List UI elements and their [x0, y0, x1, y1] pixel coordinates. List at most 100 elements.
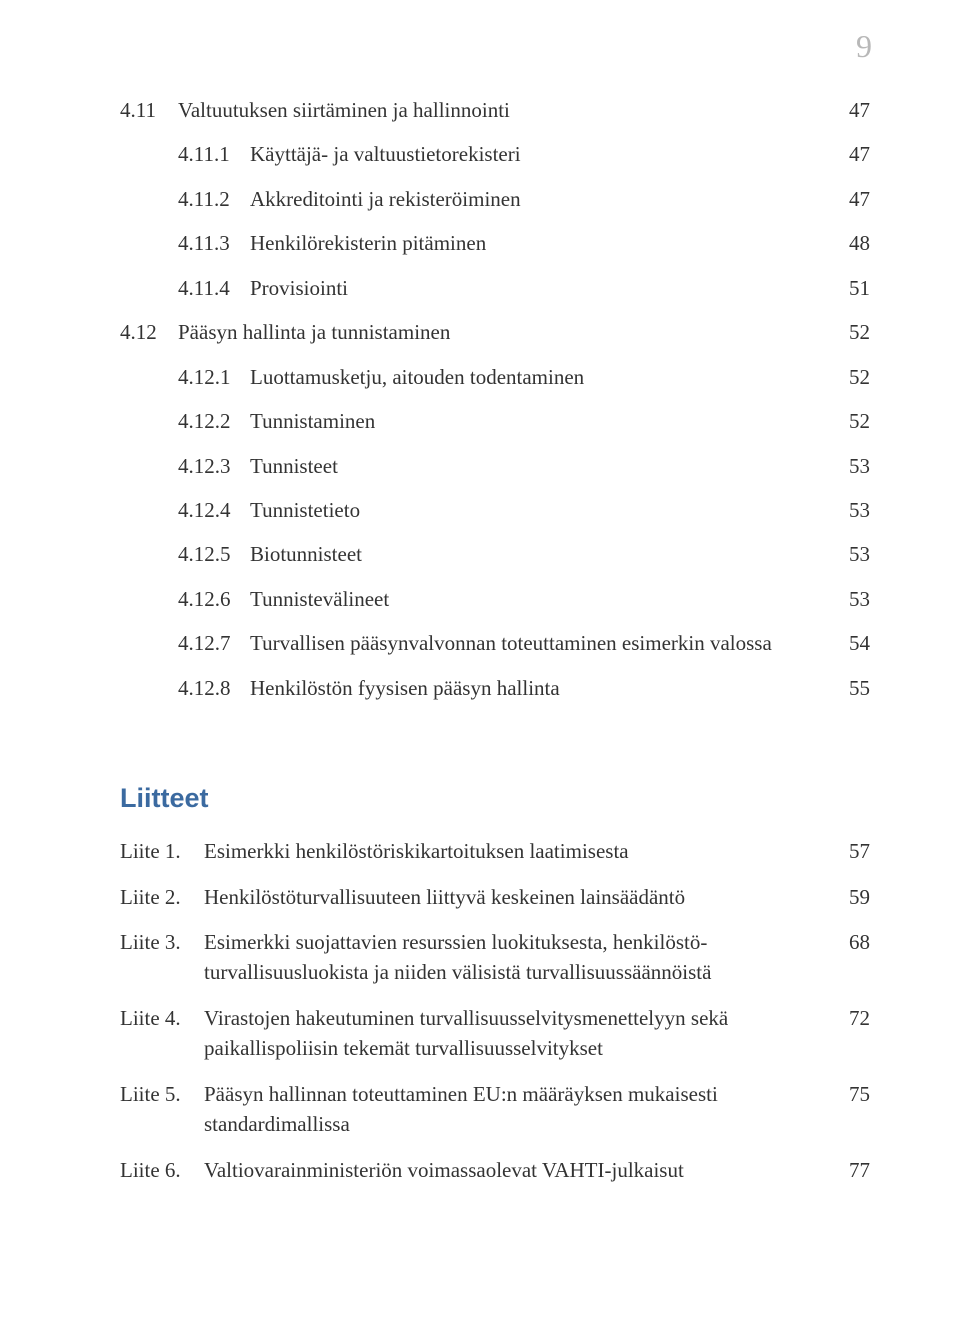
appendix-row: Liite 3.Esimerkki suojattavien resurssie…: [120, 927, 870, 988]
toc-row-left: 4.12.7Turvallisen pääsynvalvonnan toteut…: [120, 628, 849, 658]
toc-page-number: 47: [849, 139, 870, 169]
toc-content: 4.11Valtuutuksen siirtäminen ja hallinno…: [0, 0, 960, 1250]
appendix-row-left: Liite 3.Esimerkki suojattavien resurssie…: [120, 927, 849, 988]
appendix-row-left: Liite 6.Valtiovarainministeriön voimassa…: [120, 1155, 849, 1185]
appendix-row-left: Liite 1.Esimerkki henkilöstöriskikartoit…: [120, 836, 849, 866]
appendix-page-number: 75: [849, 1079, 870, 1109]
toc-number: 4.11.4: [178, 273, 250, 303]
toc-page-number: 47: [849, 95, 870, 125]
toc-number: 4.12.1: [178, 362, 250, 392]
toc-row: 4.11.1Käyttäjä- ja valtuustietorekisteri…: [120, 139, 870, 169]
toc-number: 4.12.8: [178, 673, 250, 703]
appendix-title: Esimerkki henkilöstöriskikartoituksen la…: [204, 836, 829, 866]
appendix-page-number: 68: [849, 927, 870, 957]
appendix-label: Liite 4.: [120, 1003, 204, 1064]
toc-title: Biotunnisteet: [250, 539, 829, 569]
toc-row-left: 4.11.3Henkilörekisterin pitäminen: [120, 228, 849, 258]
toc-title: Pääsyn hallinta ja tunnistaminen: [178, 317, 829, 347]
toc-row-left: 4.12.1Luottamusketju, aitouden todentami…: [120, 362, 849, 392]
toc-page-number: 52: [849, 406, 870, 436]
toc-number: 4.11.3: [178, 228, 250, 258]
toc-row: 4.11Valtuutuksen siirtäminen ja hallinno…: [120, 95, 870, 125]
appendix-page-number: 59: [849, 882, 870, 912]
appendix-row: Liite 5.Pääsyn hallinnan toteuttaminen E…: [120, 1079, 870, 1140]
appendix-title: Pääsyn hallinnan toteuttaminen EU:n määr…: [204, 1079, 829, 1140]
toc-list: 4.11Valtuutuksen siirtäminen ja hallinno…: [120, 95, 870, 703]
toc-page-number: 53: [849, 451, 870, 481]
appendix-row: Liite 1.Esimerkki henkilöstöriskikartoit…: [120, 836, 870, 866]
appendix-label: Liite 2.: [120, 882, 204, 912]
toc-title: Valtuutuksen siirtäminen ja hallinnointi: [178, 95, 829, 125]
toc-row-left: 4.11Valtuutuksen siirtäminen ja hallinno…: [120, 95, 849, 125]
toc-page-number: 51: [849, 273, 870, 303]
appendix-row: Liite 4.Virastojen hakeutuminen turvalli…: [120, 1003, 870, 1064]
toc-row-left: 4.12.5Biotunnisteet: [120, 539, 849, 569]
toc-title: Henkilöstön fyysisen pääsyn hallinta: [250, 673, 829, 703]
toc-page-number: 47: [849, 184, 870, 214]
toc-row: 4.12.6Tunnistevälineet53: [120, 584, 870, 614]
appendix-title: Virastojen hakeutuminen turvallisuusselv…: [204, 1003, 829, 1064]
toc-row: 4.12.1Luottamusketju, aitouden todentami…: [120, 362, 870, 392]
appendix-title: Esimerkki suojattavien resurssien luokit…: [204, 927, 829, 988]
page-number-top: 9: [856, 28, 872, 65]
appendix-page-number: 77: [849, 1155, 870, 1185]
appendices-heading: Liitteet: [120, 783, 870, 814]
toc-row-left: 4.12Pääsyn hallinta ja tunnistaminen: [120, 317, 849, 347]
toc-page-number: 54: [849, 628, 870, 658]
appendix-page-number: 57: [849, 836, 870, 866]
toc-page-number: 53: [849, 584, 870, 614]
toc-number: 4.12.6: [178, 584, 250, 614]
toc-number: 4.11: [120, 95, 178, 125]
appendix-title: Henkilöstöturvallisuuteen liittyvä keske…: [204, 882, 829, 912]
toc-title: Tunnisteet: [250, 451, 829, 481]
toc-number: 4.12.7: [178, 628, 250, 658]
appendix-page-number: 72: [849, 1003, 870, 1033]
toc-row-left: 4.12.6Tunnistevälineet: [120, 584, 849, 614]
toc-title: Käyttäjä- ja valtuustietorekisteri: [250, 139, 829, 169]
toc-number: 4.11.1: [178, 139, 250, 169]
toc-row-left: 4.11.1Käyttäjä- ja valtuustietorekisteri: [120, 139, 849, 169]
toc-row: 4.12.2Tunnistaminen 52: [120, 406, 870, 436]
toc-row: 4.12Pääsyn hallinta ja tunnistaminen52: [120, 317, 870, 347]
appendix-label: Liite 6.: [120, 1155, 204, 1185]
toc-row-left: 4.11.4Provisiointi: [120, 273, 849, 303]
toc-number: 4.12.3: [178, 451, 250, 481]
toc-page-number: 52: [849, 362, 870, 392]
appendix-row-left: Liite 2.Henkilöstöturvallisuuteen liitty…: [120, 882, 849, 912]
toc-page-number: 55: [849, 673, 870, 703]
toc-row: 4.12.3Tunnisteet53: [120, 451, 870, 481]
toc-title: Tunnistaminen: [250, 406, 829, 436]
toc-page-number: 52: [849, 317, 870, 347]
toc-title: Akkreditointi ja rekisteröiminen: [250, 184, 829, 214]
toc-row-left: 4.12.3Tunnisteet: [120, 451, 849, 481]
toc-row-left: 4.11.2Akkreditointi ja rekisteröiminen: [120, 184, 849, 214]
toc-row: 4.11.4Provisiointi51: [120, 273, 870, 303]
appendix-title: Valtiovarainministeriön voimassaolevat V…: [204, 1155, 829, 1185]
toc-number: 4.12.5: [178, 539, 250, 569]
appendix-row-left: Liite 5.Pääsyn hallinnan toteuttaminen E…: [120, 1079, 849, 1140]
toc-title: Tunnistetieto: [250, 495, 829, 525]
toc-number: 4.11.2: [178, 184, 250, 214]
toc-number: 4.12.2: [178, 406, 250, 436]
toc-title: Henkilörekisterin pitäminen: [250, 228, 829, 258]
toc-title: Tunnistevälineet: [250, 584, 829, 614]
toc-title: Turvallisen pääsynvalvonnan toteuttamine…: [250, 628, 829, 658]
toc-row-left: 4.12.8Henkilöstön fyysisen pääsyn hallin…: [120, 673, 849, 703]
toc-row: 4.12.7Turvallisen pääsynvalvonnan toteut…: [120, 628, 870, 658]
toc-row: 4.12.5Biotunnisteet53: [120, 539, 870, 569]
appendix-label: Liite 5.: [120, 1079, 204, 1140]
toc-row: 4.11.2Akkreditointi ja rekisteröiminen47: [120, 184, 870, 214]
appendix-row: Liite 2.Henkilöstöturvallisuuteen liitty…: [120, 882, 870, 912]
appendix-label: Liite 1.: [120, 836, 204, 866]
toc-page-number: 53: [849, 495, 870, 525]
toc-row: 4.12.8Henkilöstön fyysisen pääsyn hallin…: [120, 673, 870, 703]
toc-title: Provisiointi: [250, 273, 829, 303]
appendix-label: Liite 3.: [120, 927, 204, 988]
appendix-row: Liite 6.Valtiovarainministeriön voimassa…: [120, 1155, 870, 1185]
toc-page-number: 53: [849, 539, 870, 569]
appendix-row-left: Liite 4.Virastojen hakeutuminen turvalli…: [120, 1003, 849, 1064]
toc-row: 4.11.3Henkilörekisterin pitäminen48: [120, 228, 870, 258]
toc-page-number: 48: [849, 228, 870, 258]
toc-title: Luottamusketju, aitouden todentaminen: [250, 362, 829, 392]
toc-row: 4.12.4Tunnistetieto53: [120, 495, 870, 525]
